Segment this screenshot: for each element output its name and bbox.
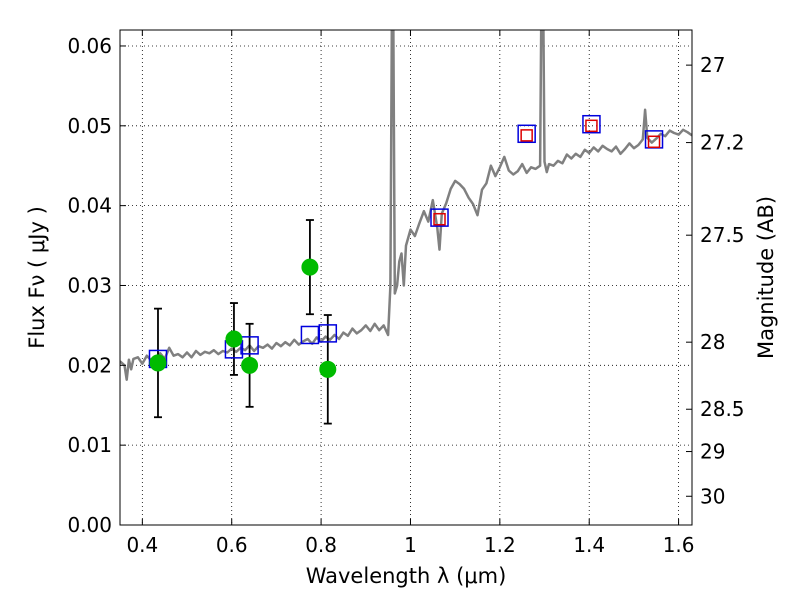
x-axis-title: Wavelength λ (μm) [306, 564, 507, 588]
blue-square [240, 336, 259, 355]
green-point [225, 330, 243, 348]
x-tick-label: 1.4 [573, 533, 605, 557]
right-tick-label: 27.2 [700, 131, 745, 155]
y-tick-label: 0.00 [67, 513, 112, 537]
y-tick-label: 0.06 [67, 34, 112, 58]
green-point [149, 354, 167, 372]
red-square [433, 212, 446, 226]
y-tick-label: 0.04 [67, 194, 112, 218]
y-tick-label: 0.01 [67, 433, 112, 457]
x-tick-label: 0.6 [216, 533, 248, 557]
spectrum-line [120, 30, 692, 381]
right-axis-title: Magnitude (AB) [754, 196, 778, 359]
right-tick-label: 27.5 [700, 223, 745, 247]
red-square [647, 135, 661, 149]
blue-square [517, 124, 536, 144]
right-tick-label: 28.5 [700, 397, 745, 421]
error-bars [153, 219, 332, 425]
red-square [520, 129, 533, 142]
green-point [241, 356, 259, 374]
blue-square [300, 325, 320, 345]
spectrum-series [120, 30, 692, 381]
y-tick-label: 0.05 [67, 114, 112, 138]
plot-frame [119, 29, 693, 526]
red-square-markers [433, 119, 661, 226]
red-square [585, 119, 598, 133]
blue-square [318, 324, 338, 343]
blue-square [582, 114, 601, 134]
grid-lines [120, 30, 692, 526]
y-tick-label: 0.03 [67, 273, 112, 297]
right-tick-label: 29 [700, 440, 725, 464]
green-point [301, 258, 319, 276]
x-tick-label: 1.6 [663, 533, 695, 557]
y-axis-title: Flux Fν ( μJy ) [25, 206, 49, 349]
blue-square [430, 208, 449, 227]
green-point-markers [149, 258, 337, 378]
right-tick-label: 27 [700, 53, 725, 77]
x-tick-label: 0.8 [305, 533, 337, 557]
right-tick-label: 30 [700, 484, 725, 508]
x-tick-label: 0.4 [126, 533, 158, 557]
axis-ticks: 0.4 0.6 0.8 1 1.2 1.4 1.6 0.00 0.01 0.02 0.03 0.04 0… [67, 30, 745, 557]
right-tick-label: 28 [700, 330, 725, 354]
green-point [319, 360, 337, 378]
x-tick-label: 1.2 [484, 533, 516, 557]
x-tick-label: 1 [404, 533, 417, 557]
y-tick-label: 0.02 [67, 353, 112, 377]
